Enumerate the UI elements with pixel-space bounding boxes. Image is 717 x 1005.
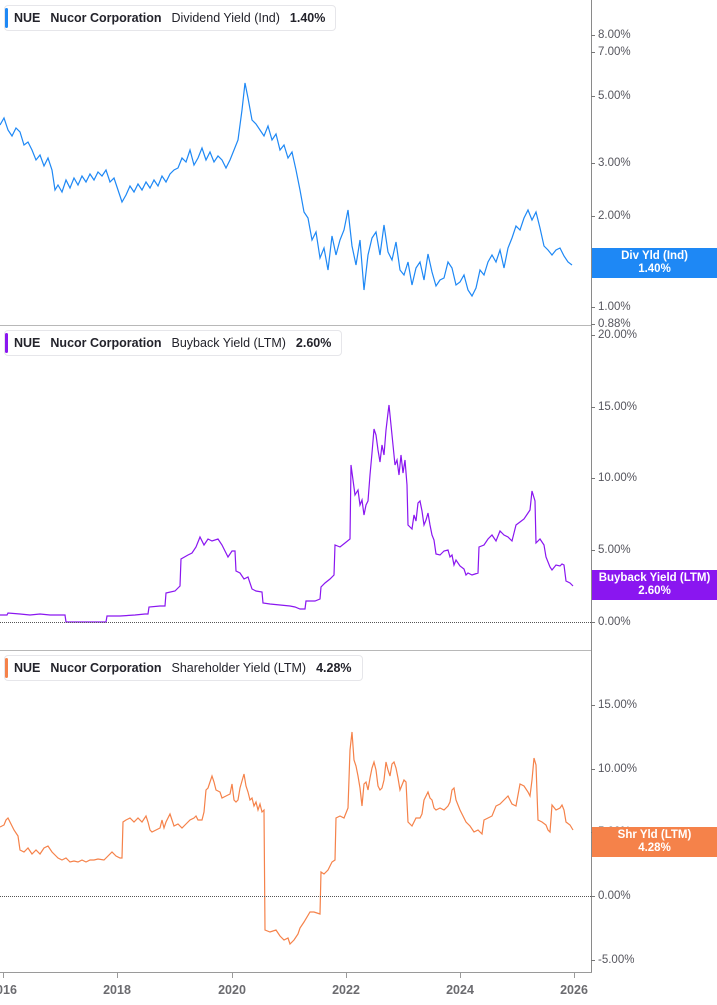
y-axis-line [591,0,592,325]
legend-value: 1.40% [289,11,326,25]
y-axis-line [591,325,592,650]
y-tick-label: 0.00% [598,890,631,902]
x-tick [3,973,4,978]
y-tick [591,478,595,479]
y-tick-label: 15.00% [598,699,638,711]
y-tick-label: 0.88% [598,318,631,330]
dividend-yield-panel: NUE Nucor Corporation Dividend Yield (In… [0,0,717,330]
x-tick-label: 2026 [560,983,588,997]
y-tick-label: 2.00% [598,210,631,222]
dividend-yield-line [0,82,573,298]
y-tick-label: 5.00% [598,90,631,102]
y-tick [591,622,595,623]
y-tick [591,407,595,408]
x-tick [346,973,347,978]
x-axis-line [0,972,592,973]
x-tick-label: 2022 [332,983,360,997]
value-tag-label: Buyback Yield (LTM) [598,572,711,584]
y-tick-label: 20.00% [598,329,638,341]
shareholder-yield-legend: NUE Nucor Corporation Shareholder Yield … [4,655,363,681]
x-tick-label: 2024 [446,983,474,997]
zero-reference-line [0,622,591,623]
value-tag-value: 1.40% [638,263,671,275]
buyback-yield-value-tag: Buyback Yield (LTM) 2.60% [592,570,717,600]
buyback-yield-legend: NUE Nucor Corporation Buyback Yield (LTM… [4,330,343,356]
legend-value: 4.28% [316,661,352,675]
legend-ticker: NUE [14,336,41,350]
legend-metric: Shareholder Yield (LTM) [171,661,307,675]
y-tick [591,769,595,770]
buyback-yield-line [0,404,574,623]
legend-company: Nucor Corporation [50,336,162,350]
y-tick [591,896,595,897]
x-tick-label: 2018 [103,983,131,997]
legend-value: 2.60% [295,336,332,350]
panel-divider[interactable] [0,650,591,651]
y-tick [591,163,595,164]
y-tick [591,307,595,308]
x-tick [117,973,118,978]
legend-company: Nucor Corporation [50,11,162,25]
zero-reference-line [0,896,591,897]
legend-ticker: NUE [14,661,41,675]
legend-color-marker [5,658,8,678]
y-tick [591,705,595,706]
dividend-yield-value-tag: Div Yld (Ind) 1.40% [592,248,717,278]
value-tag-label: Shr Yld (LTM) [617,829,692,841]
y-tick [591,52,595,53]
y-tick [591,324,595,325]
panel-divider[interactable] [0,325,591,326]
dividend-yield-line-plot [0,82,573,298]
y-tick [591,335,595,336]
shareholder-yield-line-plot [0,731,574,946]
shareholder-yield-panel: NUE Nucor Corporation Shareholder Yield … [0,650,717,972]
buyback-yield-line-plot [0,404,574,623]
y-tick-label: 7.00% [598,46,631,58]
x-tick-label: 2020 [218,983,246,997]
legend-company: Nucor Corporation [50,661,162,675]
shareholder-yield-value-tag: Shr Yld (LTM) 4.28% [592,827,717,857]
legend-color-marker [5,333,8,353]
y-tick [591,960,595,961]
legend-color-marker [5,8,8,28]
buyback-yield-panel: NUE Nucor Corporation Buyback Yield (LTM… [0,325,717,650]
y-tick [591,96,595,97]
legend-metric: Buyback Yield (LTM) [171,336,286,350]
shareholder-yield-line [0,731,574,946]
y-tick-label: 3.00% [598,157,631,169]
x-tick [574,973,575,978]
y-tick-label: -5.00% [598,954,635,966]
y-tick-label: 10.00% [598,763,638,775]
dividend-yield-legend: NUE Nucor Corporation Dividend Yield (In… [4,5,337,31]
x-tick [460,973,461,978]
y-tick [591,216,595,217]
legend-metric: Dividend Yield (Ind) [171,11,280,25]
y-tick-label: 8.00% [598,29,631,41]
y-axis-line [591,650,592,972]
y-tick-label: 10.00% [598,472,638,484]
value-tag-value: 4.28% [638,842,671,854]
value-tag-label: Div Yld (Ind) [621,250,688,262]
y-tick [591,35,595,36]
y-tick-label: 15.00% [598,401,638,413]
y-tick-label: 5.00% [598,544,631,556]
y-tick-label: 1.00% [598,301,631,313]
x-tick [232,973,233,978]
value-tag-value: 2.60% [638,585,671,597]
y-tick-label: 0.00% [598,616,631,628]
legend-ticker: NUE [14,11,41,25]
x-tick-label: 2016 [0,983,17,997]
y-tick [591,550,595,551]
